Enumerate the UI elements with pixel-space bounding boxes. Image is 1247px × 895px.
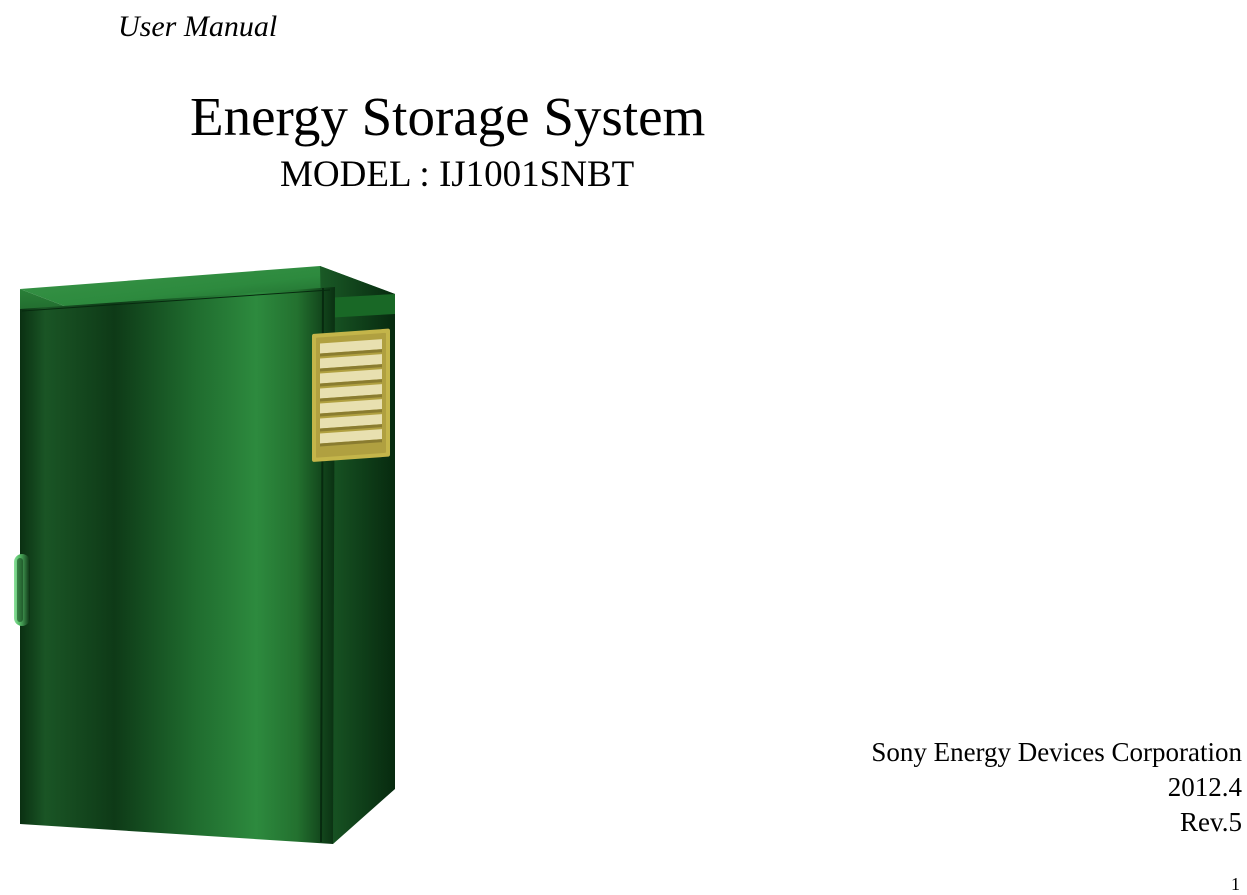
footer-block: Sony Energy Devices Corporation 2012.4 R… [871, 735, 1242, 840]
page-number: 1 [1231, 874, 1240, 895]
product-image [0, 254, 405, 854]
page-title: Energy Storage System [190, 85, 705, 148]
company-name: Sony Energy Devices Corporation [871, 735, 1242, 770]
revision-number: Rev.5 [871, 805, 1242, 840]
header-label: User Manual [118, 10, 277, 44]
document-date: 2012.4 [871, 770, 1242, 805]
model-number: MODEL : IJ1001SNBT [280, 153, 634, 196]
